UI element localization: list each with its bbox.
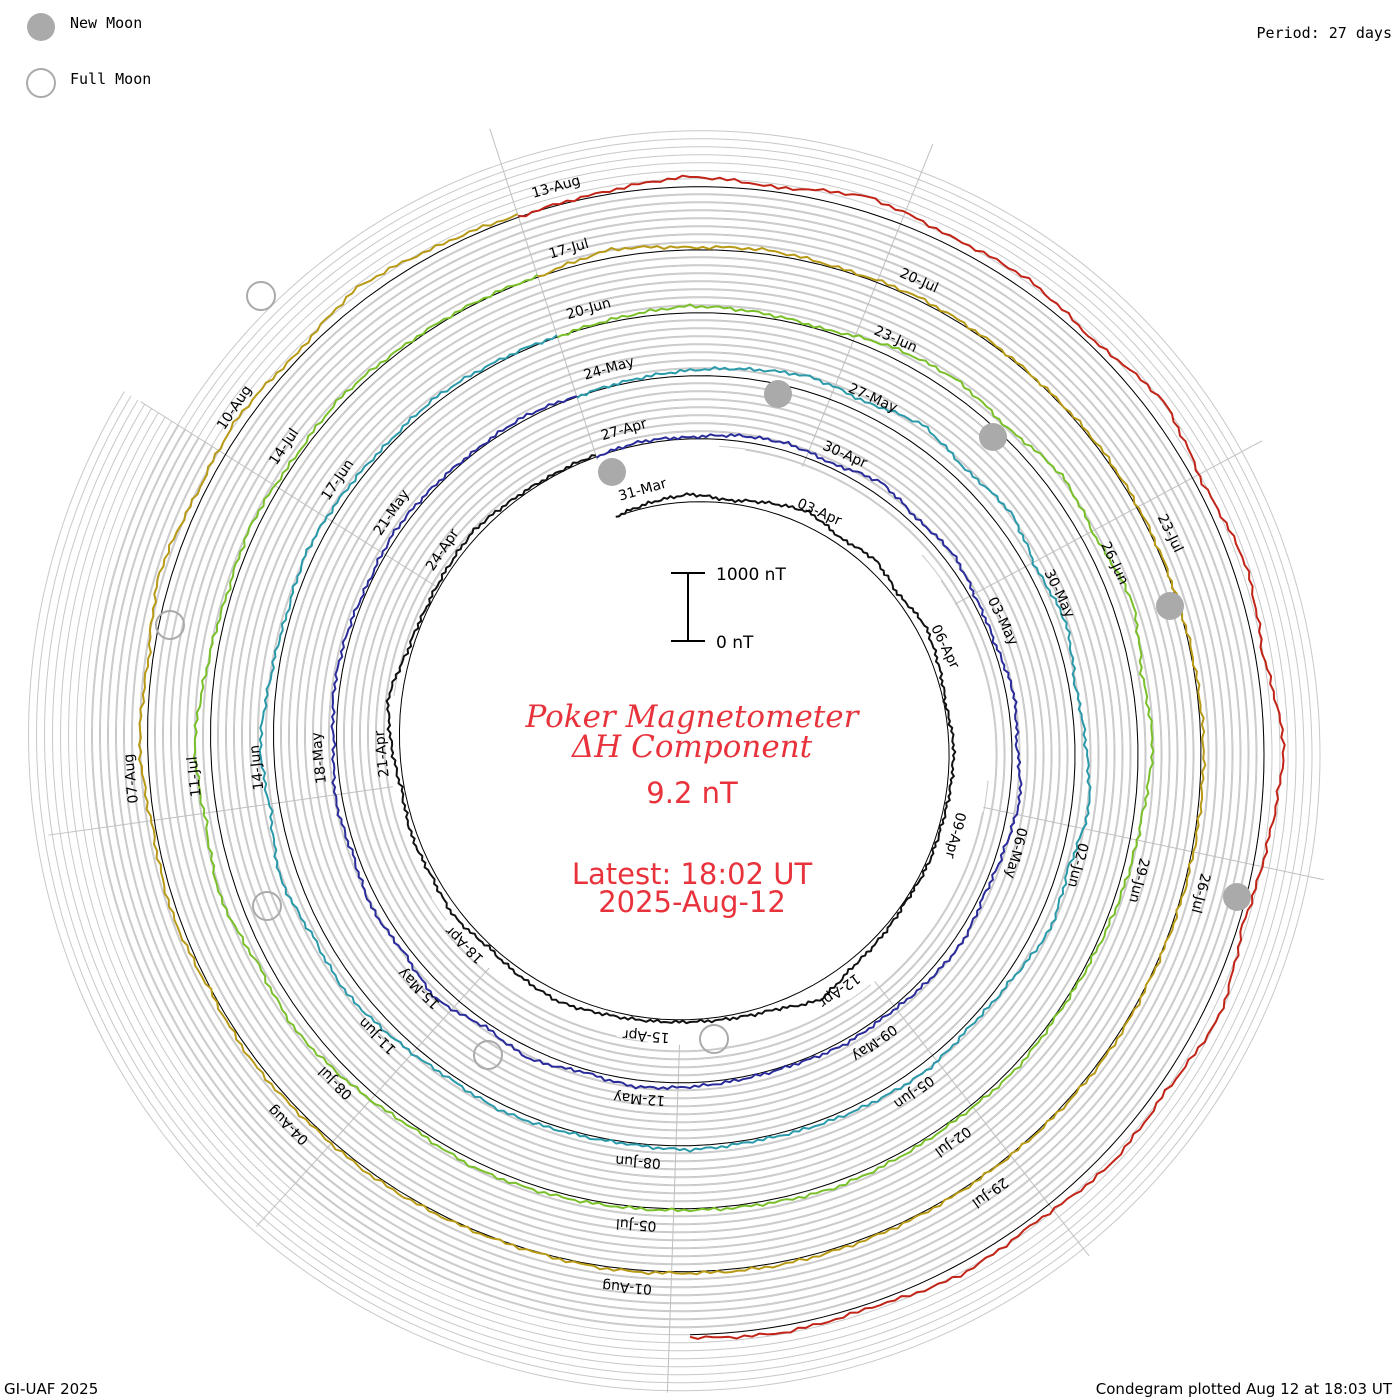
series-line [385, 454, 957, 1025]
date-tick-label: 12-May [613, 1088, 666, 1108]
full-moon-marker [246, 281, 276, 311]
series-line [330, 395, 1023, 1091]
chart-title: Poker Magnetometer [525, 699, 861, 735]
date-tick-label: 05-Jul [615, 1215, 657, 1234]
date-tick-label: 01-Aug [602, 1277, 653, 1296]
scale-bottom-label: 0 nT [716, 633, 754, 653]
date-tick-label: 30-May [1041, 567, 1078, 621]
new-moon-marker [1223, 883, 1251, 911]
full-moon-marker [155, 610, 185, 640]
date-tick-label: 11-Jul [185, 756, 205, 798]
full-moon-marker [473, 1040, 503, 1070]
new-moon-marker [979, 423, 1007, 451]
chart-subtitle: ΔH Component [571, 729, 813, 765]
date-tick-label: 18-May [309, 731, 330, 784]
legend-new-moon-label: New Moon [70, 14, 142, 32]
date-tick-label: 15-Apr [622, 1026, 670, 1045]
baseline-ring [273, 336, 1076, 1147]
scale-top-label: 1000 nT [716, 565, 786, 585]
period-label: Period: 27 days [1257, 24, 1392, 42]
series-lines [138, 174, 1286, 1340]
date-tick-label: 21-Apr [372, 730, 393, 778]
footer-credit: GI-UAF 2025 [4, 1380, 98, 1398]
grid-spoke [954, 440, 1263, 605]
full-moon-marker [699, 1024, 729, 1054]
legend-full-moon-label: Full Moon [70, 70, 151, 88]
date-tick-label: 14-Jun [247, 744, 268, 791]
series-line [138, 213, 1207, 1276]
baseline-ring [398, 456, 950, 1021]
grid-spoke [983, 806, 1324, 881]
grid-ring [108, 210, 1241, 1312]
full-moon-marker [252, 891, 282, 921]
baseline-ring [518, 186, 1265, 1336]
grid-ring [67, 170, 1281, 1352]
new-moon-legend-icon [27, 13, 55, 41]
grid-ring [43, 146, 1305, 1376]
date-tick-label: 03-May [984, 595, 1021, 649]
grid-ring [100, 202, 1249, 1320]
latest-date: 2025-Aug-12 [598, 885, 786, 919]
grid-spoke [801, 143, 934, 468]
latest-time: Latest: 18:02 UT [572, 857, 813, 891]
series-line [518, 174, 1286, 1340]
new-moon-marker [598, 458, 626, 486]
grid-rings [27, 130, 1321, 1392]
grid-ring [116, 218, 1233, 1304]
grid-ring [91, 194, 1257, 1328]
series-line [258, 334, 1092, 1153]
grid-ring [35, 138, 1313, 1384]
date-tick-label: 07-Aug [121, 753, 142, 804]
grid-ring [140, 242, 1209, 1280]
current-value: 9.2 nT [646, 776, 738, 810]
baseline-ring [210, 276, 1139, 1210]
grid-spoke [256, 967, 490, 1227]
legend: New Moon Full Moon [26, 13, 151, 98]
grid-spoke [489, 128, 598, 460]
series-line [192, 273, 1155, 1213]
new-moon-marker [764, 380, 792, 408]
date-tick-label: 08-Jun [615, 1152, 662, 1171]
scale-bar: 1000 nT 0 nT [671, 565, 786, 653]
grid-spoke [666, 1044, 681, 1393]
grid-spoke [140, 401, 436, 587]
grid-ring [124, 226, 1225, 1296]
moon-markers [155, 281, 1251, 1070]
grid-ring [59, 162, 1289, 1360]
new-moon-marker [1156, 592, 1184, 620]
grid-ring [51, 154, 1297, 1368]
date-tick-label: 26-Jul [1188, 872, 1213, 915]
grid-ring [27, 130, 1321, 1392]
grid-ring [132, 234, 1217, 1288]
full-moon-legend-icon [26, 68, 56, 98]
footer-plotted: Condegram plotted Aug 12 at 18:03 UT [1096, 1380, 1393, 1398]
